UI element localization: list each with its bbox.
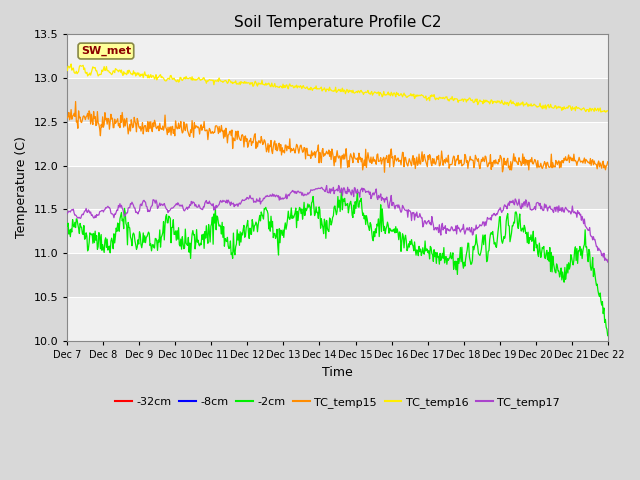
Bar (67, 209, 608, 253)
Y-axis label: Temperature (C): Temperature (C) (15, 136, 28, 239)
Bar (67, 297, 608, 341)
Text: SW_met: SW_met (81, 46, 131, 56)
X-axis label: Time: Time (322, 366, 353, 379)
Bar (67, 34, 608, 78)
Bar (67, 121, 608, 166)
Bar (67, 78, 608, 121)
Bar (67, 253, 608, 297)
Legend: -32cm, -8cm, -2cm, TC_temp15, TC_temp16, TC_temp17: -32cm, -8cm, -2cm, TC_temp15, TC_temp16,… (111, 393, 564, 412)
Title: Soil Temperature Profile C2: Soil Temperature Profile C2 (234, 15, 441, 30)
Bar (67, 166, 608, 209)
